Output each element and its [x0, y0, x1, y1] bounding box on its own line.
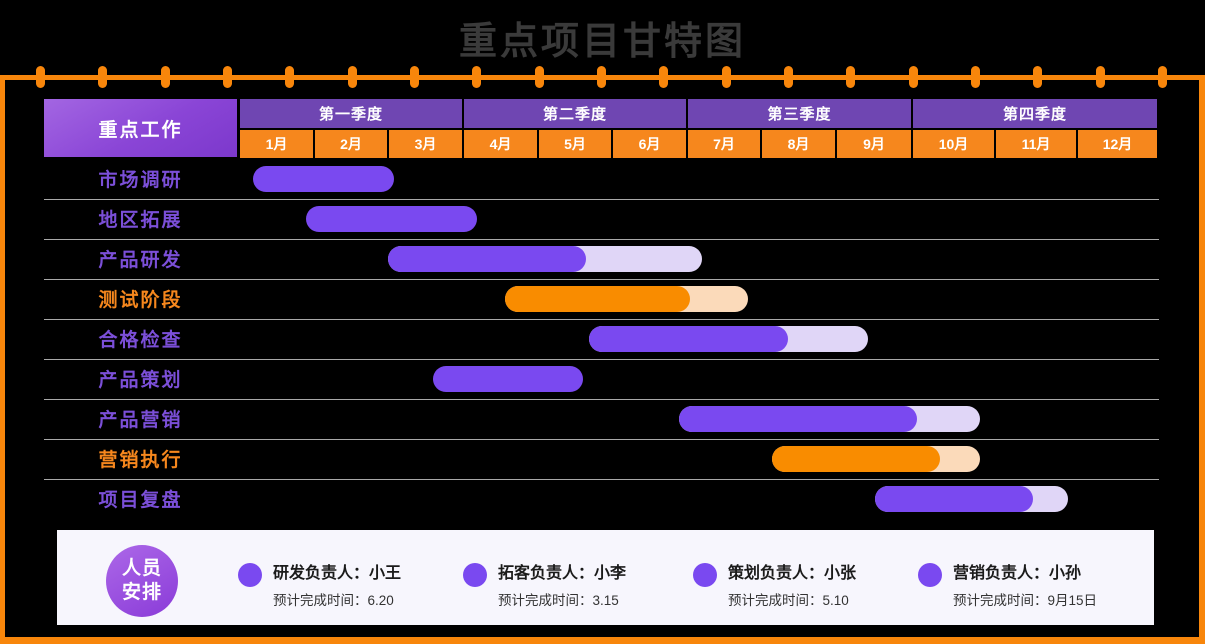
legend-panel: 人员 安排 研发负责人：小王 预计完成时间：6.20 拓客负责人：小李 预计完成时间：… — [57, 530, 1154, 625]
legend-entry-text: 研发负责人：小王 预计完成时间：6.20 — [273, 559, 401, 609]
frame-bottom-border — [0, 637, 1205, 644]
row-divider — [44, 478, 1159, 480]
frame-left-border — [0, 75, 5, 644]
legend-badge-line1: 人员 — [121, 558, 162, 580]
row-divider — [44, 398, 1159, 400]
legend-entry-label: 研发负责人：小王 — [273, 565, 402, 582]
legend-entry-sub: 预计完成时间：9月15日 — [953, 593, 1098, 608]
month-header-cell: 10月 — [913, 130, 994, 158]
binder-ring-pill — [36, 66, 45, 88]
gantt-bar-solid — [771, 445, 941, 472]
gantt-bar-solid — [252, 165, 395, 192]
legend-entry-sub: 预计完成时间：5.10 — [728, 593, 849, 608]
task-label: 合格检查 — [98, 330, 183, 351]
task-label: 产品营销 — [98, 410, 183, 431]
legend-dot-icon — [238, 563, 262, 587]
legend-entry-sub: 预计完成时间：3.15 — [498, 593, 619, 608]
binder-ring-pill — [908, 66, 918, 88]
binder-ring-pill — [98, 66, 108, 88]
binder-ring-pill — [846, 66, 856, 88]
quarter-header-cell: 第四季度 — [913, 99, 1157, 128]
gantt-bar-solid — [875, 485, 1033, 512]
frame-right-border — [1199, 75, 1205, 644]
corner-header: 重点工作 — [44, 99, 237, 157]
task-label: 产品策划 — [98, 370, 183, 391]
legend-entry-label: 营销负责人：小孙 — [953, 565, 1082, 582]
legend-entry-text: 策划负责人：小张 预计完成时间：5.10 — [728, 559, 856, 609]
legend-entry: 营销负责人：小孙预计完成时间：9月15日 — [918, 559, 1097, 609]
month-header-cell: 11月 — [996, 130, 1076, 158]
gantt-bar-solid — [679, 405, 918, 432]
gantt-bar-solid — [589, 325, 789, 352]
legend-badge-line2: 安排 — [121, 582, 162, 603]
gantt-bar-solid — [306, 205, 477, 232]
legend-dot-icon — [463, 563, 487, 587]
task-label: 测试阶段 — [98, 290, 183, 311]
gantt-bar-solid — [433, 365, 583, 392]
legend-entry-text: 营销负责人：小孙预计完成时间：9月15日 — [953, 559, 1097, 609]
legend-entry-sub: 预计完成时间：6.20 — [273, 593, 394, 608]
month-header-cell: 5月 — [539, 130, 611, 158]
gantt-bar-solid — [505, 285, 691, 312]
row-divider — [44, 278, 1159, 280]
row-divider — [44, 438, 1159, 440]
binder-ring-pill — [783, 66, 793, 88]
legend-dot-icon — [693, 563, 717, 587]
gantt-bar-solid — [388, 245, 587, 272]
quarter-header-cell: 第三季度 — [688, 99, 911, 128]
binder-ring-pill — [160, 66, 170, 88]
task-label: 营销执行 — [98, 450, 183, 471]
quarter-header-cell: 第一季度 — [240, 99, 462, 128]
task-label: 产品研发 — [98, 250, 183, 271]
binder-ring-pill — [970, 66, 980, 88]
legend-entry-label: 拓客负责人：小李 — [498, 565, 627, 582]
month-header-cell: 4月 — [464, 130, 537, 158]
quarter-header-cell: 第二季度 — [464, 99, 686, 128]
legend-entry-label: 策划负责人：小张 — [728, 565, 857, 582]
legend-entry: 拓客负责人：小李 预计完成时间：3.15 — [463, 559, 626, 609]
task-label: 地区拓展 — [98, 210, 183, 231]
binder-ring-pill — [659, 66, 669, 88]
row-divider — [44, 318, 1159, 320]
month-header-cell: 9月 — [837, 130, 911, 158]
legend-dot-icon — [918, 563, 942, 587]
binder-ring-pill — [347, 66, 357, 88]
row-divider — [44, 238, 1159, 240]
legend-entry: 研发负责人：小王 预计完成时间：6.20 — [238, 559, 401, 609]
month-header-cell: 7月 — [688, 130, 760, 158]
month-header-cell: 12月 — [1078, 130, 1157, 158]
binder-ring-pill — [1033, 66, 1043, 88]
binder-ring-pill — [1095, 66, 1105, 88]
task-label: 项目复盘 — [98, 490, 183, 511]
month-header-cell: 1月 — [240, 130, 313, 158]
month-header-cell: 2月 — [315, 130, 387, 158]
row-divider — [44, 358, 1159, 360]
binder-ring-pill — [534, 66, 544, 88]
binder-ring-pill — [285, 66, 295, 88]
binder-ring-pill — [721, 66, 731, 88]
task-label: 市场调研 — [98, 170, 183, 191]
binder-ring-pill — [222, 66, 232, 88]
month-header-cell: 6月 — [613, 130, 686, 158]
binder-ring-pill — [596, 66, 606, 88]
month-header-cell: 3月 — [389, 130, 462, 158]
row-divider — [44, 198, 1159, 200]
legend-entry-text: 拓客负责人：小李 预计完成时间：3.15 — [498, 559, 626, 609]
month-header-cell: 8月 — [762, 130, 835, 158]
binder-ring-pill — [1157, 66, 1167, 88]
binder-ring-pill — [409, 66, 419, 88]
binder-ring-pill — [472, 66, 482, 88]
legend-badge: 人员 安排 — [106, 545, 178, 617]
legend-entry: 策划负责人：小张 预计完成时间：5.10 — [693, 559, 856, 609]
page-title: 重点项目甘特图 — [458, 21, 746, 63]
